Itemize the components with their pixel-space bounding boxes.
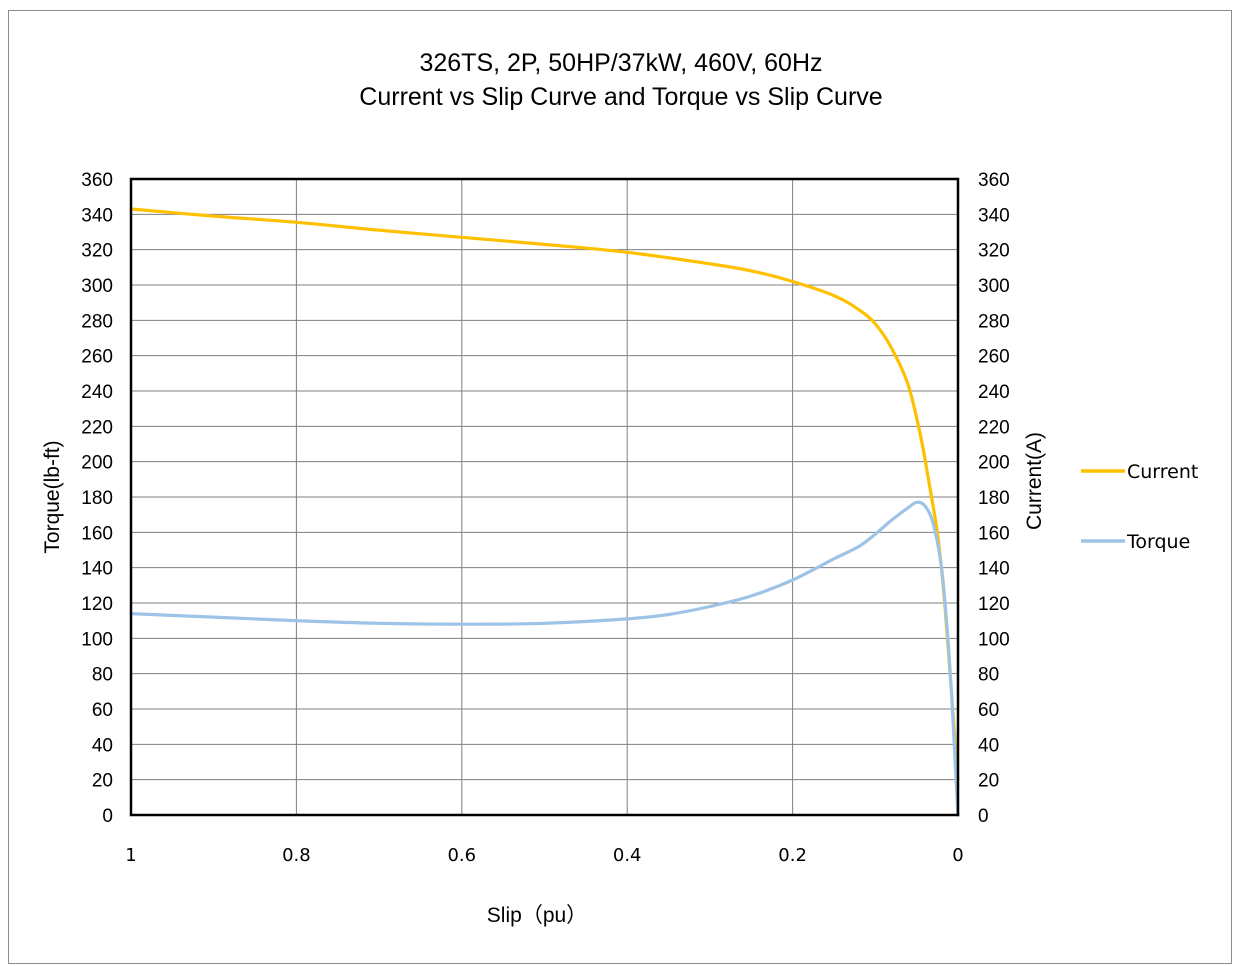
y-axis-left-label: Torque(lb-ft): [41, 440, 64, 553]
y-tick-label-left: 220: [81, 417, 113, 438]
left-y-axis-ticks: 0 20 40 60 80 100 120 140 160 180 200 220 240 260 280 3…: [81, 170, 113, 827]
y-tick-label-right: 0: [978, 806, 989, 827]
y-tick-label-right: 260: [978, 347, 1010, 368]
series-lines: [129, 207, 960, 817]
y-tick-label-right: 140: [978, 559, 1010, 580]
x-tick-label: 0.2: [778, 845, 807, 866]
y-tick-label-right: 20: [978, 771, 999, 792]
y-tick-label-right: 120: [978, 594, 1010, 615]
y-tick-label-left: 60: [92, 700, 113, 721]
y-tick-label-right: 280: [978, 311, 1010, 332]
y-tick-label-right: 60: [978, 700, 999, 721]
chart-title-line-2: Current vs Slip Curve and Torque vs Slip…: [359, 83, 882, 111]
legend-label-current: Current: [1127, 461, 1198, 483]
legend-label-torque: Torque: [1126, 531, 1190, 553]
x-tick-label: 0.6: [447, 845, 476, 866]
y-tick-label-right: 80: [978, 665, 999, 686]
x-tick-label: 1: [125, 845, 136, 866]
y-tick-label-left: 0: [102, 806, 113, 827]
x-tick-label: 0.4: [613, 845, 642, 866]
x-tick-label: 0: [952, 845, 963, 866]
plot-area-border: [129, 177, 960, 817]
y-tick-label-right: 240: [978, 382, 1010, 403]
y-tick-label-left: 340: [81, 205, 113, 226]
y-tick-label-left: 200: [81, 453, 113, 474]
y-tick-label-right: 200: [978, 453, 1010, 474]
y-tick-label-right: 320: [978, 241, 1010, 262]
y-tick-label-right: 100: [978, 629, 1010, 650]
y-tick-label-left: 280: [81, 311, 113, 332]
y-tick-label-left: 100: [81, 629, 113, 650]
series-line-torque: [129, 500, 960, 817]
y-tick-label-left: 80: [92, 665, 113, 686]
y-tick-label-right: 220: [978, 417, 1010, 438]
y-tick-label-left: 240: [81, 382, 113, 403]
chart-frame: 326TS, 2P, 50HP/37kW, 460V, 60Hz Current…: [8, 10, 1232, 964]
right-y-axis-ticks: 0 20 40 60 80 100 120 140 160 180 200 220 240 260 280 3…: [978, 170, 1010, 827]
y-tick-label-left: 260: [81, 347, 113, 368]
x-tick-label: 0.8: [282, 845, 311, 866]
y-tick-label-left: 300: [81, 276, 113, 297]
y-tick-label-right: 300: [978, 276, 1010, 297]
y-tick-label-left: 320: [81, 241, 113, 262]
chart-title-line-1: 326TS, 2P, 50HP/37kW, 460V, 60Hz: [419, 49, 822, 77]
chart-canvas: 326TS, 2P, 50HP/37kW, 460V, 60Hz Current…: [41, 49, 1198, 927]
y-tick-label-right: 40: [978, 735, 999, 756]
y-tick-label-left: 140: [81, 559, 113, 580]
y-tick-label-left: 120: [81, 594, 113, 615]
legend: Current Torque: [1081, 461, 1198, 553]
x-axis-label: Slip（pu）: [487, 904, 587, 927]
y-tick-label-left: 160: [81, 523, 113, 544]
y-tick-label-right: 340: [978, 205, 1010, 226]
series-line-current: [129, 207, 960, 782]
grid: [130, 178, 959, 816]
y-tick-label-left: 20: [92, 771, 113, 792]
y-tick-label-left: 40: [92, 735, 113, 756]
y-tick-label-right: 360: [978, 170, 1010, 191]
x-axis-ticks: 1 0.8 0.6 0.4 0.2 0: [125, 845, 963, 866]
y-axis-right-label: Current(A): [1023, 432, 1046, 530]
y-tick-label-right: 160: [978, 523, 1010, 544]
y-tick-label-left: 180: [81, 488, 113, 509]
y-tick-label-right: 180: [978, 488, 1010, 509]
y-tick-label-left: 360: [81, 170, 113, 191]
